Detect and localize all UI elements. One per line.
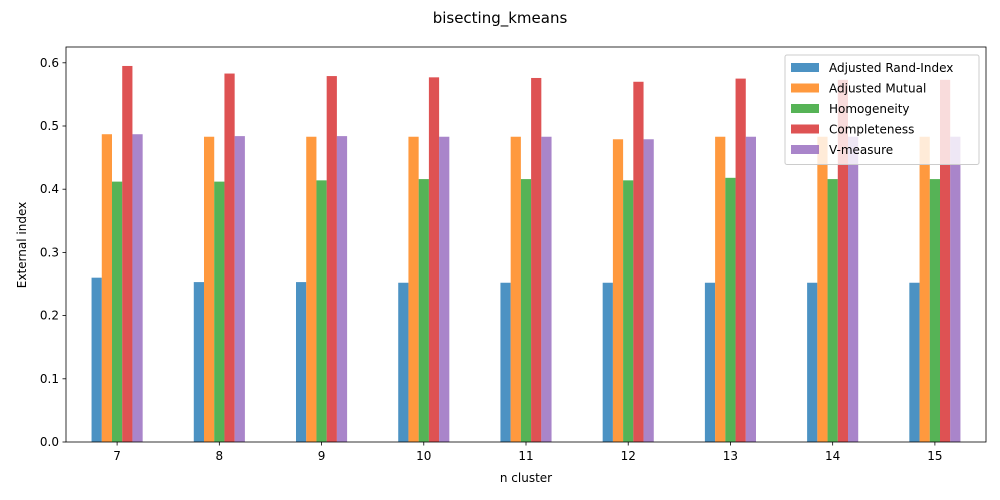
bar-homogeneity-7 xyxy=(112,181,123,442)
x-tick-label: 7 xyxy=(113,449,121,463)
bar-homogeneity-12 xyxy=(623,180,634,442)
x-tick-label: 12 xyxy=(621,449,636,463)
bar-v-measure-9 xyxy=(336,136,348,443)
legend-swatch xyxy=(791,104,819,113)
y-tick-label: 0.3 xyxy=(40,245,59,259)
bar-v-measure-7 xyxy=(132,134,143,442)
bar-completeness-10 xyxy=(428,77,440,442)
bar-v-measure-8 xyxy=(234,136,245,443)
bar-completeness-14 xyxy=(837,79,848,443)
bar-v-measure-14 xyxy=(848,136,859,443)
bar-adjusted-rand-index-9 xyxy=(296,282,307,442)
bar-homogeneity-8 xyxy=(214,181,225,442)
bar-completeness-7 xyxy=(122,65,133,443)
bar-homogeneity-13 xyxy=(725,177,736,442)
bar-completeness-9 xyxy=(326,76,337,442)
x-tick-label: 11 xyxy=(518,449,533,463)
bar-adjusted-mutual-11 xyxy=(510,136,521,443)
bars-layer xyxy=(91,65,961,443)
bar-adjusted-mutual-7 xyxy=(101,134,112,442)
bar-adjusted-rand-index-12 xyxy=(602,282,613,442)
bar-adjusted-mutual-9 xyxy=(306,136,317,443)
x-tick-label: 10 xyxy=(416,449,431,463)
legend-box xyxy=(784,54,980,165)
axes-layer: 7 8 9 10 11 12 13 14 15 0.0 0.1 0.2 0.3 0.4 0.5 0.6 xyxy=(40,46,987,463)
legend-swatch xyxy=(791,145,819,154)
bar-homogeneity-9 xyxy=(316,180,327,442)
x-axis-label: n cluster xyxy=(500,471,552,485)
legend-swatch xyxy=(791,83,819,93)
bar-homogeneity-10 xyxy=(418,179,429,442)
bar-completeness-8 xyxy=(224,73,235,442)
bar-v-measure-13 xyxy=(745,136,756,443)
bar-v-measure-15 xyxy=(950,136,961,443)
legend-label: V-measure xyxy=(829,143,893,157)
bar-adjusted-mutual-13 xyxy=(715,136,726,443)
bar-adjusted-rand-index-7 xyxy=(91,277,102,442)
bar-completeness-13 xyxy=(735,78,746,442)
legend-label: Adjusted Rand-Index xyxy=(829,61,953,75)
bar-homogeneity-11 xyxy=(520,179,532,442)
bar-adjusted-mutual-10 xyxy=(408,136,419,443)
x-tick-label: 15 xyxy=(927,449,942,463)
y-tick-label: 0.4 xyxy=(40,182,59,196)
bar-completeness-12 xyxy=(633,81,644,442)
bar-adjusted-rand-index-14 xyxy=(807,282,818,442)
bar-adjusted-mutual-12 xyxy=(612,139,624,442)
bar-adjusted-rand-index-10 xyxy=(398,282,409,442)
bar-adjusted-rand-index-13 xyxy=(704,282,716,442)
bar-adjusted-rand-index-8 xyxy=(193,282,204,442)
bar-v-measure-11 xyxy=(541,136,552,443)
bar-completeness-15 xyxy=(940,79,951,443)
bar-adjusted-mutual-15 xyxy=(919,136,930,443)
x-tick-label: 14 xyxy=(825,449,840,463)
legend: Adjusted Rand-Index Adjusted Mutual Homoge… xyxy=(784,54,980,165)
bar-v-measure-12 xyxy=(643,139,654,442)
x-tick-label: 9 xyxy=(318,449,326,463)
bar-completeness-11 xyxy=(531,77,542,442)
x-tick-label: 8 xyxy=(216,449,224,463)
legend-label: Homogeneity xyxy=(829,102,910,116)
y-tick-label: 0.6 xyxy=(40,56,59,70)
bar-adjusted-rand-index-15 xyxy=(909,282,920,442)
legend-swatch xyxy=(791,124,819,134)
legend-swatch xyxy=(791,63,819,72)
bar-homogeneity-15 xyxy=(929,179,940,442)
x-tick-label: 13 xyxy=(723,449,738,463)
y-tick-label: 0.0 xyxy=(40,435,59,449)
bar-homogeneity-14 xyxy=(827,179,838,442)
y-tick-label: 0.2 xyxy=(40,309,59,323)
bar-adjusted-rand-index-11 xyxy=(500,282,511,442)
legend-label: Completeness xyxy=(829,123,914,137)
bar-adjusted-mutual-8 xyxy=(204,136,215,443)
y-axis-label: External index xyxy=(15,202,29,288)
legend-label: Adjusted Mutual xyxy=(829,82,926,96)
y-tick-label: 0.1 xyxy=(40,372,59,386)
chart-title: bisecting_kmeans xyxy=(433,9,568,28)
y-tick-label: 0.5 xyxy=(40,119,59,133)
bar-adjusted-mutual-14 xyxy=(817,136,828,443)
bar-v-measure-10 xyxy=(439,136,450,443)
